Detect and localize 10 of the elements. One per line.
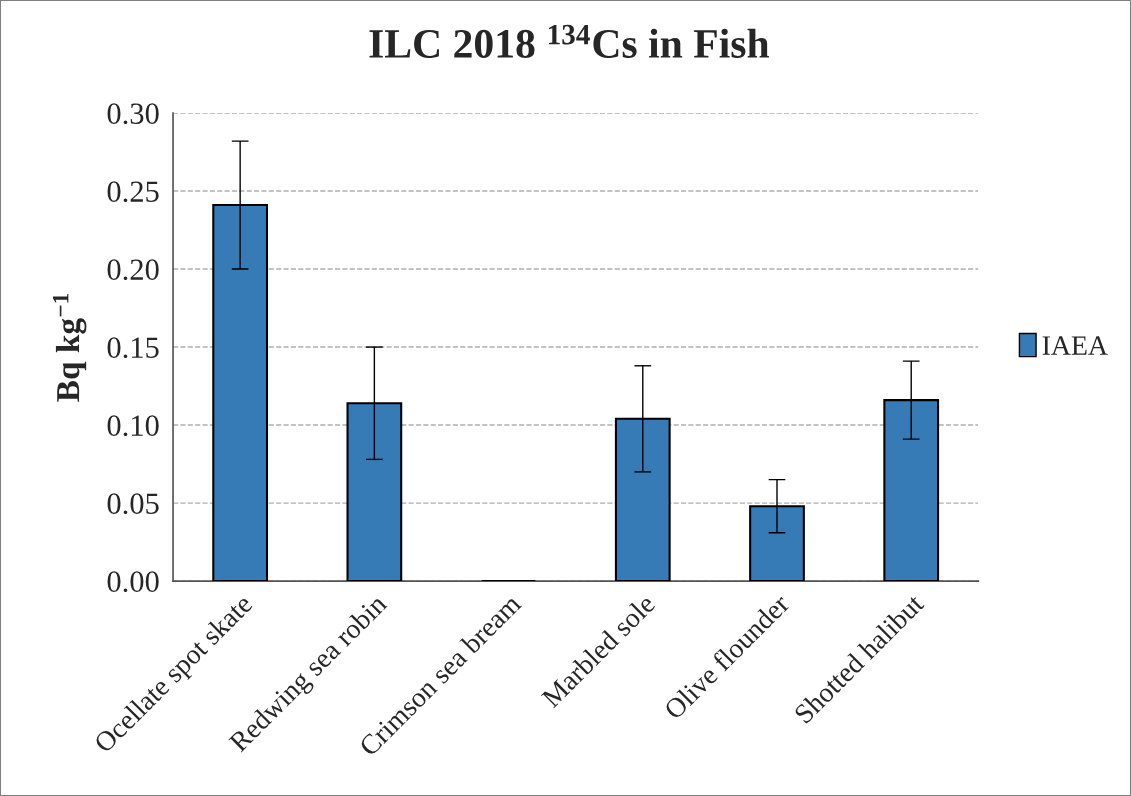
y-tick-label: 0.20 — [107, 259, 159, 281]
y-tick-label: 0.15 — [107, 337, 159, 359]
y-tick-label: 0.25 — [107, 181, 159, 203]
legend-label: IAEA — [1042, 336, 1108, 355]
y-tick-label: 0.10 — [107, 415, 159, 437]
chart-title: ILC 2018 $^{134}$Cs in Fish — [369, 24, 770, 58]
y-tick-label: 0.05 — [107, 493, 159, 515]
y-axis-title: Bq kg$^{−1}$ — [52, 293, 87, 402]
y-tick-label: 0.00 — [107, 571, 159, 593]
y-tick-label: 0.30 — [107, 103, 159, 125]
